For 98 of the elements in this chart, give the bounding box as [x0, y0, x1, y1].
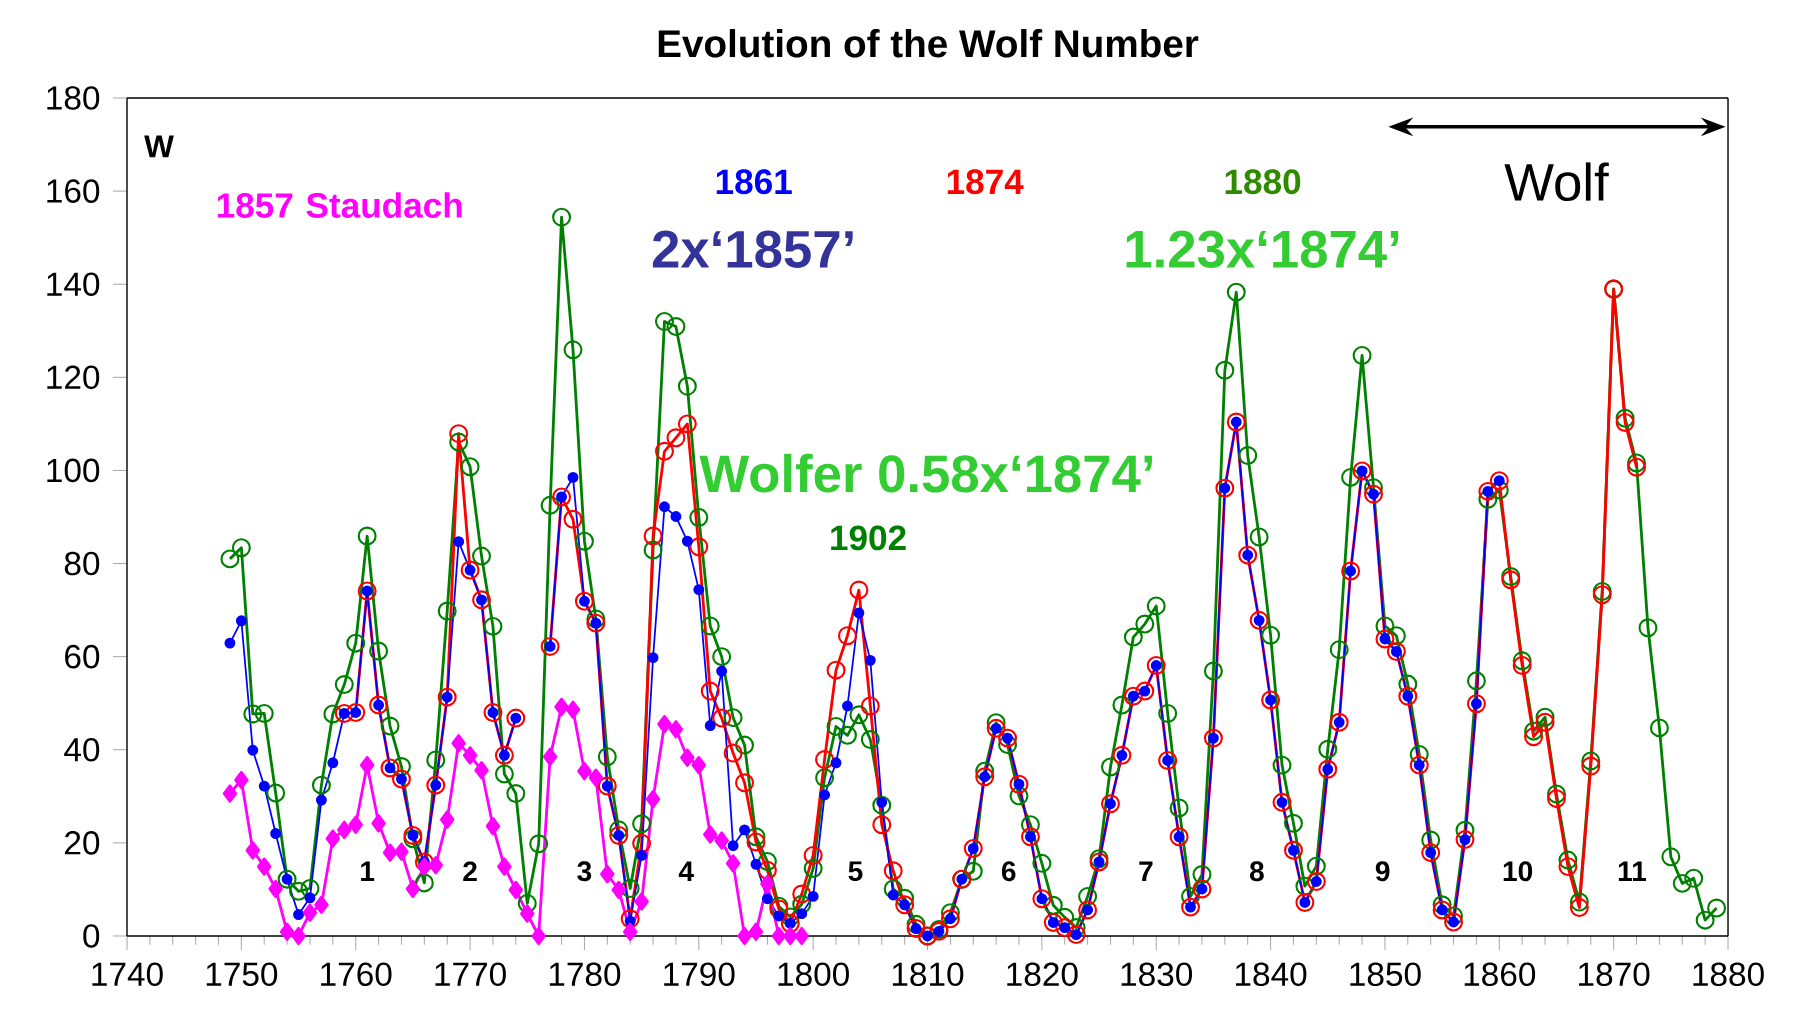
- y-tick-label: 160: [47, 179, 100, 203]
- x-tick-label: 1790: [664, 962, 735, 987]
- point: [279, 922, 295, 941]
- x-tick-label: 1820: [1007, 962, 1078, 987]
- point: [542, 747, 558, 766]
- point: [680, 748, 695, 767]
- annotation: 2: [463, 861, 477, 882]
- point: [691, 755, 706, 775]
- y-tick-label: 0: [83, 924, 100, 948]
- annotation: 3: [577, 861, 592, 882]
- annotation: 10: [1503, 861, 1533, 882]
- point: [645, 789, 661, 809]
- point: [634, 892, 649, 911]
- point: [428, 856, 443, 875]
- text: 1902: [831, 525, 906, 551]
- y-tick-label: 180: [47, 86, 100, 110]
- annotation: 1: [361, 861, 375, 881]
- annotation: 5: [848, 861, 863, 882]
- text: 1857 Staudach: [217, 192, 462, 218]
- point: [268, 879, 283, 899]
- y-tick-label: 80: [64, 551, 100, 576]
- point: [497, 857, 512, 876]
- y-tick-label: 140: [47, 272, 100, 297]
- x-tick-label: 1760: [321, 962, 392, 987]
- annotation: Wolfer 0.58x‘1874’: [699, 453, 1152, 493]
- y-tick-label: 100: [47, 458, 100, 483]
- x-tick-label: 1770: [435, 962, 506, 987]
- point: [554, 697, 569, 717]
- point: [291, 926, 306, 946]
- x-tick-label: 1840: [1235, 962, 1307, 987]
- point: [245, 841, 260, 860]
- point: [359, 755, 375, 775]
- point: [611, 880, 626, 900]
- point: [714, 831, 729, 850]
- point: [382, 843, 398, 862]
- point: [622, 922, 638, 941]
- x-tick-label: 1860: [1464, 962, 1536, 987]
- x-tick-label: 1740: [92, 962, 163, 987]
- point: [417, 857, 432, 876]
- annotation: Wolf: [1504, 162, 1609, 202]
- x-tick-label: 1800: [778, 962, 849, 987]
- annotation: 1.23x‘1874’: [1126, 230, 1399, 268]
- point: [485, 816, 501, 836]
- y-tick-label: 120: [47, 365, 100, 390]
- annotation: 7: [1139, 861, 1153, 881]
- y-tick-label: 40: [64, 737, 100, 762]
- text: 1874: [947, 169, 1024, 195]
- y-axis-title: W: [144, 135, 174, 158]
- point: [439, 810, 455, 829]
- x-tick-label: 1850: [1350, 962, 1421, 987]
- point: [405, 879, 421, 899]
- point: [600, 864, 615, 884]
- x-tick-label: 1810: [892, 962, 964, 987]
- annotation: 8: [1249, 861, 1264, 882]
- x-tick-label: 1750: [206, 962, 278, 987]
- point: [371, 814, 386, 833]
- annotation: 4: [678, 861, 694, 881]
- point: [577, 762, 592, 781]
- annotation: 2x‘1857’: [652, 230, 853, 268]
- point: [703, 825, 718, 844]
- point: [508, 880, 524, 900]
- point: [657, 715, 672, 734]
- point: [748, 922, 764, 941]
- x-tick-label: 1780: [549, 962, 621, 987]
- point: [257, 857, 272, 876]
- point: [302, 903, 318, 922]
- point: [462, 746, 478, 765]
- point: [668, 720, 684, 739]
- point: [737, 926, 752, 946]
- point: [760, 874, 775, 893]
- point: [794, 926, 809, 946]
- point: [771, 926, 787, 946]
- x-tick-label: 1830: [1121, 962, 1193, 987]
- annotation: 11: [1618, 861, 1647, 881]
- annotation: 9: [1375, 861, 1390, 882]
- point: [531, 926, 546, 946]
- point: [451, 734, 466, 753]
- point: [520, 904, 535, 923]
- point: [588, 768, 604, 787]
- y-tick-label: 20: [65, 831, 100, 855]
- annotation: 6: [1001, 861, 1016, 882]
- point: [394, 842, 409, 861]
- point: [474, 761, 489, 780]
- y-tick-label: 60: [65, 644, 100, 669]
- point: [565, 700, 581, 719]
- point: [234, 770, 249, 790]
- point: [222, 784, 238, 803]
- point: [783, 926, 798, 946]
- annotation: 1880: [1225, 169, 1301, 195]
- point: [325, 829, 341, 848]
- point: [314, 895, 329, 914]
- x-tick-label: 1880: [1693, 962, 1764, 987]
- text: 1861: [716, 169, 792, 195]
- point: [725, 854, 741, 873]
- chart-title: Evolution of the Wolf Number: [658, 29, 1199, 58]
- point: [337, 820, 352, 839]
- x-tick-label: 1870: [1579, 962, 1650, 987]
- point: [348, 815, 363, 834]
